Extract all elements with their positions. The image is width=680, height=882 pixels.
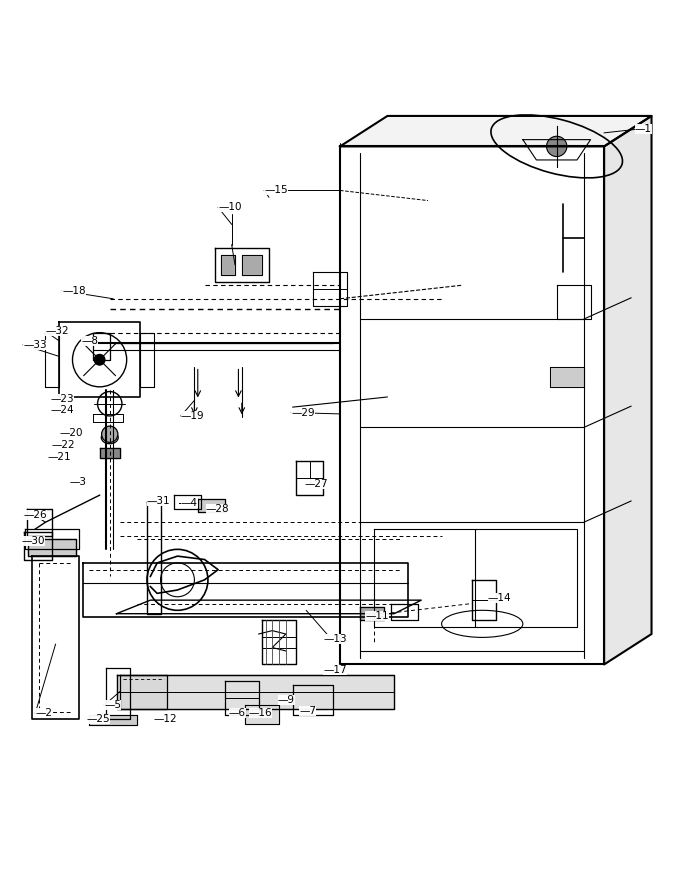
Text: —29: —29	[291, 407, 315, 417]
Polygon shape	[550, 367, 584, 387]
Polygon shape	[242, 255, 262, 275]
Polygon shape	[198, 498, 225, 512]
Text: —5: —5	[104, 700, 121, 710]
Text: —4: —4	[181, 498, 198, 508]
Text: —33: —33	[23, 340, 47, 350]
Text: —26: —26	[23, 511, 47, 520]
Text: —22: —22	[52, 440, 75, 450]
Text: —6: —6	[229, 708, 246, 718]
Text: —23: —23	[50, 394, 73, 404]
Text: —3: —3	[69, 476, 86, 487]
Text: —30: —30	[22, 536, 45, 546]
Text: —25: —25	[86, 714, 109, 724]
Text: —13: —13	[323, 634, 347, 644]
Text: —14: —14	[488, 593, 511, 603]
Text: —19: —19	[181, 411, 205, 421]
Text: —9: —9	[277, 695, 294, 705]
Text: —2: —2	[35, 708, 52, 718]
Text: —8: —8	[82, 336, 99, 346]
Polygon shape	[29, 539, 76, 557]
Text: —17: —17	[323, 665, 347, 675]
Circle shape	[547, 136, 567, 157]
Text: —31: —31	[147, 496, 171, 505]
Text: —16: —16	[249, 708, 272, 718]
Text: —28: —28	[206, 504, 230, 513]
Polygon shape	[116, 675, 394, 708]
Text: —7: —7	[299, 706, 316, 715]
Circle shape	[101, 426, 118, 443]
Polygon shape	[245, 705, 279, 724]
Text: —12: —12	[154, 714, 177, 723]
Polygon shape	[99, 448, 120, 458]
Text: —11: —11	[365, 610, 389, 621]
Text: —27: —27	[305, 479, 328, 489]
Text: —10: —10	[218, 202, 241, 213]
Text: —15: —15	[264, 185, 288, 196]
Polygon shape	[90, 715, 137, 725]
Circle shape	[94, 355, 105, 365]
Text: —20: —20	[60, 428, 83, 437]
Text: —21: —21	[48, 452, 71, 462]
Polygon shape	[222, 255, 235, 275]
Text: —24: —24	[50, 405, 73, 415]
Text: —1: —1	[634, 124, 651, 134]
Polygon shape	[360, 607, 384, 620]
Text: —18: —18	[63, 286, 86, 295]
Polygon shape	[340, 116, 651, 146]
Text: —32: —32	[46, 326, 69, 336]
Polygon shape	[604, 116, 651, 664]
Polygon shape	[120, 675, 167, 708]
